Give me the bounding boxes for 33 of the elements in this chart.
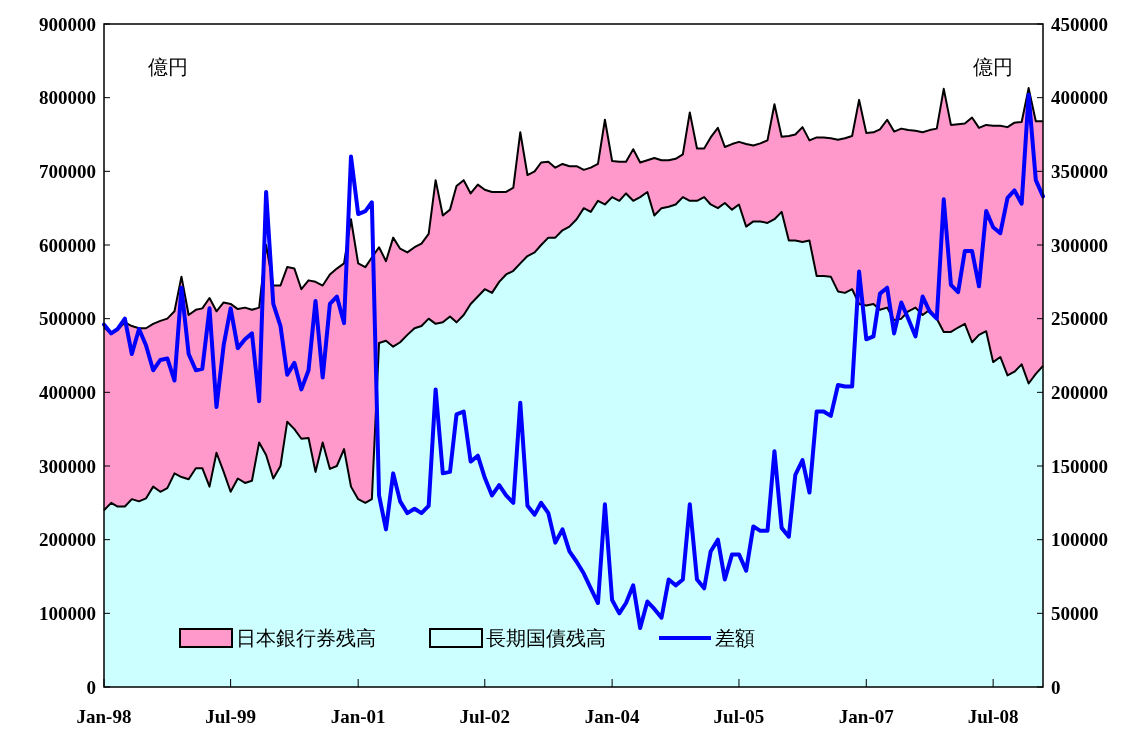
- x-tick-label: Jan-07: [838, 706, 895, 727]
- y2-tick-label: 0: [1051, 676, 1061, 698]
- y2-tick-label: 400000: [1051, 87, 1108, 109]
- y-tick-label: 800000: [39, 87, 96, 109]
- y2-tick-label: 350000: [1051, 160, 1108, 182]
- x-tick-label: Jan-04: [584, 706, 641, 727]
- series-label: 長期国債残高: [486, 626, 606, 650]
- x-tick-label: Jul-02: [459, 706, 511, 727]
- x-tick-label: Jul-08: [967, 706, 1019, 727]
- y2-tick-label: 450000: [1051, 13, 1108, 35]
- y2-tick-label: 150000: [1051, 455, 1108, 477]
- y2-axis-title: 億円: [973, 55, 1013, 79]
- y2-tick-label: 250000: [1051, 308, 1108, 330]
- y-tick-label: 900000: [39, 13, 96, 35]
- y-tick-label: 200000: [39, 529, 96, 551]
- y-tick-label: 100000: [39, 602, 96, 624]
- y-tick-label: 600000: [39, 234, 96, 256]
- y2-tick-label: 300000: [1051, 234, 1108, 256]
- x-tick-label: Jan-98: [76, 706, 132, 727]
- x-tick-label: Jul-99: [205, 706, 256, 727]
- y-tick-label: 400000: [39, 381, 96, 403]
- y-tick-label: 0: [86, 676, 96, 698]
- y-tick-label: 500000: [39, 308, 96, 330]
- x-tick-label: Jul-05: [713, 706, 765, 727]
- legend-label: 差額: [715, 626, 755, 650]
- y-tick-label: 300000: [39, 455, 96, 477]
- x-tick-label: Jan-01: [330, 706, 386, 727]
- series-label: 日本銀行券残高: [236, 626, 376, 650]
- y2-tick-label: 200000: [1051, 381, 1108, 403]
- y2-tick-label: 100000: [1051, 529, 1108, 551]
- y-tick-label: 700000: [39, 160, 96, 182]
- y-axis-title: 億円: [148, 55, 188, 79]
- y2-tick-label: 50000: [1051, 602, 1099, 624]
